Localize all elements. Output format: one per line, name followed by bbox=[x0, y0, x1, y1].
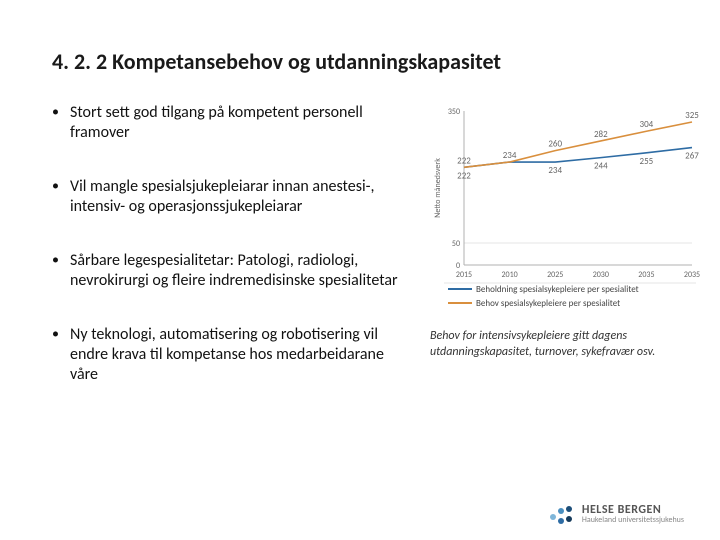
svg-text:267: 267 bbox=[685, 151, 699, 162]
svg-text:2035: 2035 bbox=[684, 270, 700, 280]
svg-text:Beholdning spesialsykepleiere: Beholdning spesialsykepleiere per spesia… bbox=[476, 284, 639, 295]
svg-text:222: 222 bbox=[457, 155, 471, 166]
svg-text:222: 222 bbox=[457, 170, 471, 181]
svg-text:234: 234 bbox=[503, 150, 517, 161]
svg-text:244: 244 bbox=[594, 161, 608, 172]
svg-text:260: 260 bbox=[548, 139, 562, 150]
logo-text-secondary: Haukeland universitetssjukehus bbox=[582, 516, 684, 524]
svg-text:304: 304 bbox=[640, 119, 654, 130]
chart-caption: Behov for intensivsykepleiere gitt dagen… bbox=[430, 329, 700, 360]
svg-text:Netto månedsverk: Netto månedsverk bbox=[433, 158, 443, 218]
line-chart: 050350201520102025203020352035Netto måne… bbox=[430, 103, 700, 323]
logo-dots-icon bbox=[548, 504, 576, 524]
svg-text:50: 50 bbox=[452, 239, 460, 249]
brand-logo: HELSE BERGEN Haukeland universitetssjuke… bbox=[548, 504, 684, 524]
svg-text:234: 234 bbox=[548, 165, 562, 176]
slide-title: 4. 2. 2 Kompetansebehov og utdanningskap… bbox=[52, 48, 680, 75]
svg-text:282: 282 bbox=[594, 129, 608, 140]
svg-text:2010: 2010 bbox=[501, 270, 517, 280]
svg-text:255: 255 bbox=[640, 156, 654, 167]
bullet-item: Vil mangle spesialsjukepleiarar innan an… bbox=[52, 177, 412, 217]
bullet-list: Stort sett god tilgang på kompetent pers… bbox=[52, 103, 412, 419]
svg-text:2035: 2035 bbox=[638, 270, 654, 280]
svg-text:2030: 2030 bbox=[593, 270, 609, 280]
svg-text:350: 350 bbox=[448, 107, 460, 117]
svg-text:Behov spesialsykepleiere per s: Behov spesialsykepleiere per spesialitet bbox=[476, 298, 620, 309]
bullet-item: Ny teknologi, automatisering og robotise… bbox=[52, 325, 412, 385]
svg-text:2025: 2025 bbox=[547, 270, 563, 280]
svg-text:2015: 2015 bbox=[456, 270, 472, 280]
bullet-item: Stort sett god tilgang på kompetent pers… bbox=[52, 103, 412, 143]
svg-text:325: 325 bbox=[685, 110, 699, 121]
bullet-item: Sårbare legespesialitetar: Patologi, rad… bbox=[52, 251, 412, 291]
